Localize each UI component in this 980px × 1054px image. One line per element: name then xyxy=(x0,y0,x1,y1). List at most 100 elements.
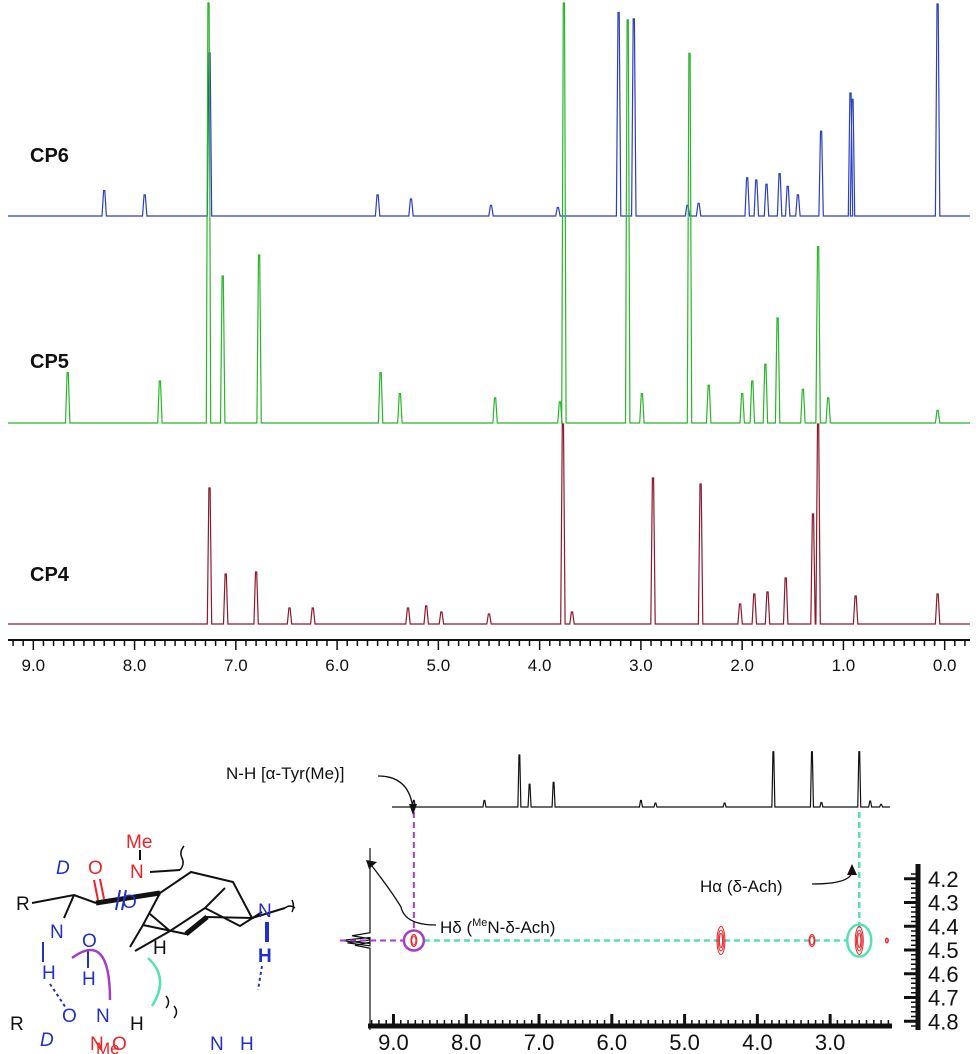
series-label-cp5: CP5 xyxy=(30,351,69,373)
2d-x-tick-label-3-0: 3.0 xyxy=(815,1030,846,1054)
top-axis-tick-label-9-0: 9.0 xyxy=(21,656,45,675)
ring-bonds-1 xyxy=(134,887,263,952)
o-label-bottom-left: O xyxy=(62,1006,77,1027)
h-label-bottom: H xyxy=(130,1014,144,1035)
guide-lines xyxy=(340,812,861,942)
top-x-axis: 9.0 8.0 7.0 6.0 5.0 4.0 3.0 2.0 1.0 0.0 xyxy=(8,639,970,675)
top-axis-tick-label-1-0: 1.0 xyxy=(832,656,856,675)
hd-label-prefix: Hδ ( xyxy=(440,918,472,937)
2d-x-tick-label-9-0: 9.0 xyxy=(378,1030,409,1054)
noe-arrow-purple xyxy=(71,948,112,1001)
nh-arrow-head xyxy=(409,804,417,815)
highlight-ring-ha xyxy=(846,923,873,958)
wavy-top-1 xyxy=(179,845,185,871)
spectrum-cp5 xyxy=(8,2,970,424)
hd-annotation-arrow xyxy=(371,865,437,926)
co-double-top-blue xyxy=(115,889,127,911)
n-label-top-right: N xyxy=(258,901,272,922)
top-axis-tick-label-0-0: 0.0 xyxy=(933,656,957,675)
n-label-top-red: N xyxy=(130,862,144,883)
2d-x-tick-label-4-0: 4.0 xyxy=(742,1030,773,1054)
n-label-top-left: N xyxy=(50,922,64,943)
hd-annotation-label: Hδ (MeN-δ-Ach) xyxy=(440,917,555,937)
n-label-bottom-red: N xyxy=(90,1034,104,1054)
2d-y-tick-label-4-3: 4.3 xyxy=(928,891,959,916)
d-label-bottom: D xyxy=(40,1030,54,1051)
r-label-top: R xyxy=(16,894,30,915)
f2-projection-trace xyxy=(392,751,890,808)
2d-y-axis: 4.24.34.44.54.64.74.8 xyxy=(904,864,959,1034)
top-axis-tick-label-3-0: 3.0 xyxy=(629,656,653,675)
stacked-1d-spectra xyxy=(8,2,970,625)
hd-label-superscript: Me xyxy=(472,917,487,929)
cross-peak-2 xyxy=(808,934,816,947)
nh-annotation-arrow xyxy=(377,775,414,811)
d-label-top: D xyxy=(56,858,70,879)
f2-projection-spectrum xyxy=(392,751,890,808)
h-label-top-left: H xyxy=(42,963,56,984)
cross-peaks xyxy=(402,923,889,958)
nme-bond-top xyxy=(139,850,181,873)
wavy-top-right xyxy=(284,899,296,913)
chemical-structure: D R N H O O N Me H N H O H R O N H D N xyxy=(10,832,296,1054)
o-label-top-blue: O xyxy=(122,892,137,913)
ha-arrow-head xyxy=(847,864,857,875)
cross-peak-0 xyxy=(410,934,418,947)
top-axis-tick-label-5-0: 5.0 xyxy=(427,656,451,675)
r-label-bottom: R xyxy=(10,1014,24,1035)
2d-x-tick-label-7-0: 7.0 xyxy=(524,1030,555,1054)
series-labels: CP6 CP5 CP4 xyxy=(30,145,70,586)
annotations: N-H [α-Tyr(Me)] Hα (δ-Ach) Hδ (MeN-δ-Ach… xyxy=(226,764,857,937)
o-label-bottom-red: O xyxy=(112,1034,127,1054)
n-label-bottom-left: N xyxy=(96,1006,110,1027)
h-label-top-ring: H xyxy=(153,938,167,959)
2d-x-tick-label-5-0: 5.0 xyxy=(669,1030,700,1054)
2d-x-tick-label-8-0: 8.0 xyxy=(451,1030,482,1054)
nh-annotation-label: N-H [α-Tyr(Me)] xyxy=(226,764,344,783)
series-label-cp4: CP4 xyxy=(30,564,70,586)
top-axis-tick-label-6-0: 6.0 xyxy=(325,656,349,675)
2d-y-tick-label-4-2: 4.2 xyxy=(928,867,959,892)
2d-y-tick-label-4-4: 4.4 xyxy=(928,914,959,939)
h-label-mid: H xyxy=(82,969,96,990)
top-axis-tick-label-7-0: 7.0 xyxy=(224,656,248,675)
hbond-left xyxy=(49,983,67,1009)
cross-peak-4 xyxy=(884,937,889,944)
hd-label-suffix: N-δ-Ach) xyxy=(487,918,555,937)
spectrum-cp4 xyxy=(8,423,970,625)
hd-arrow-head xyxy=(366,860,377,869)
noe-arrow-teal xyxy=(147,957,162,1007)
n-label-bottom-blue: N xyxy=(210,1034,224,1054)
cross-peak-3 xyxy=(854,926,864,955)
ha-annotation-label: Hα (δ-Ach) xyxy=(700,877,783,896)
co-double-top xyxy=(93,878,105,901)
2d-x-axis: 9.0 8.0 7.0 6.0 5.0 4.0 3.0 xyxy=(368,1014,892,1054)
series-label-cp6: CP6 xyxy=(30,145,69,167)
wavy-bottom xyxy=(165,995,178,1019)
o-label-top-red: O xyxy=(88,858,103,879)
r-bond-top xyxy=(31,893,97,919)
2d-y-tick-label-4-6: 4.6 xyxy=(928,962,959,987)
cross-peak-1 xyxy=(716,926,726,955)
o-label-mid: O xyxy=(82,931,97,952)
highlight-ring-nh xyxy=(402,929,426,952)
2d-y-tick-label-4-5: 4.5 xyxy=(928,938,959,963)
h-label-bottom-blue: H xyxy=(240,1034,254,1054)
2d-y-tick-label-4-8: 4.8 xyxy=(928,1009,959,1034)
ring-bold-1 xyxy=(95,890,161,906)
me-label-bottom: Me xyxy=(96,1039,120,1054)
me-label-top: Me xyxy=(126,832,152,853)
top-axis-tick-label-2-0: 2.0 xyxy=(730,656,754,675)
h-label-top-right: H xyxy=(258,946,272,967)
f1-projection-spectrum xyxy=(339,848,371,1030)
ring-bonds-1b xyxy=(129,870,286,948)
hbond-right xyxy=(257,965,263,991)
ring-bold-1b xyxy=(184,915,209,936)
spectrum-cp6 xyxy=(8,3,970,217)
top-axis-tick-label-8-0: 8.0 xyxy=(123,656,147,675)
ha-annotation-arrow xyxy=(811,871,853,885)
f1-projection-trace xyxy=(339,848,371,1030)
2d-y-tick-label-4-7: 4.7 xyxy=(928,986,959,1011)
top-axis-tick-label-4-0: 4.0 xyxy=(528,656,552,675)
